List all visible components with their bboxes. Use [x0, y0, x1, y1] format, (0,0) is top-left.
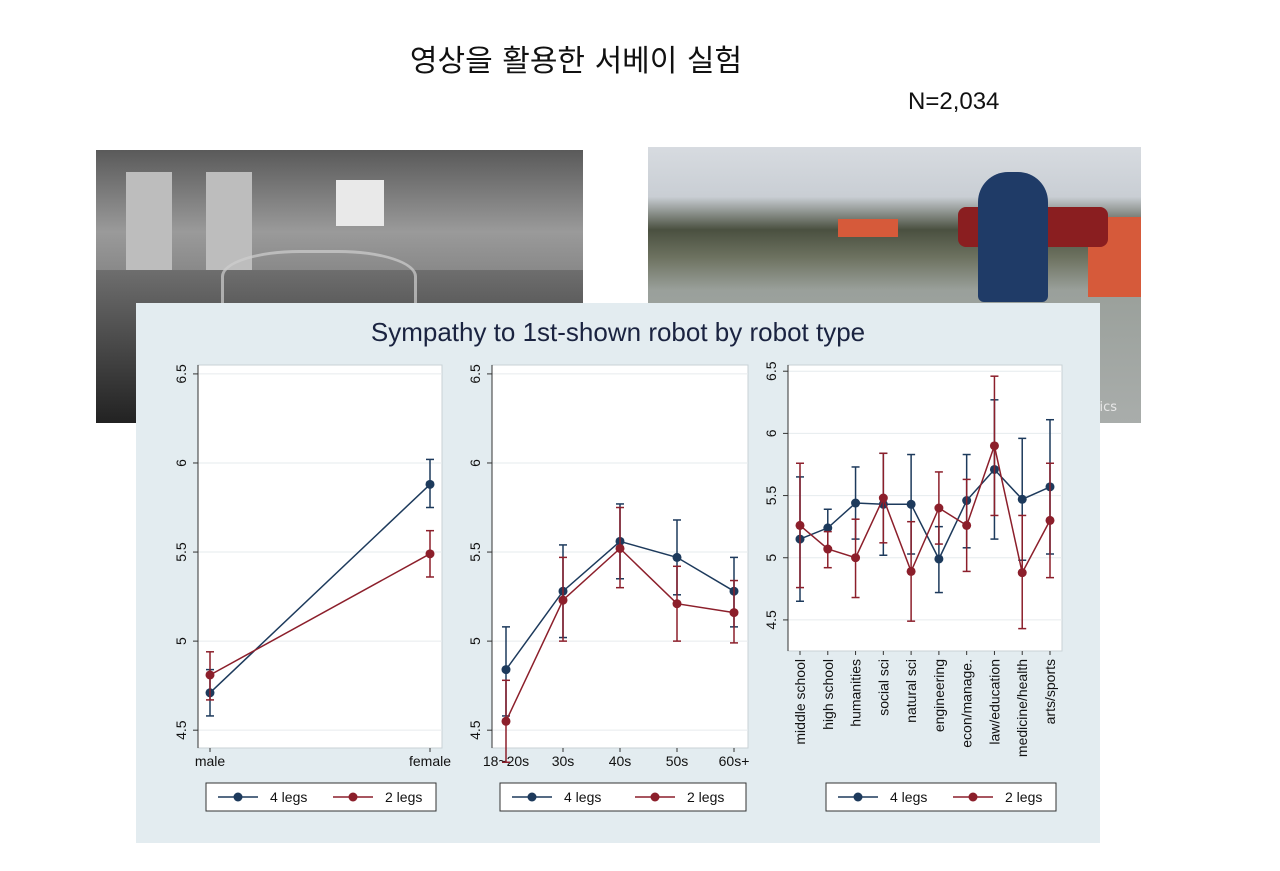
data-point — [989, 441, 999, 451]
x-tick-label: humanities — [848, 659, 864, 727]
y-tick-label: 5 — [763, 554, 779, 562]
plot-area — [197, 364, 443, 749]
x-tick-label: 30s — [552, 753, 575, 769]
legend-marker — [233, 792, 243, 802]
x-tick-label: middle school — [792, 659, 808, 745]
sample-size-label: N=2,034 — [908, 88, 1000, 115]
x-tick-label: 60s+ — [719, 753, 750, 769]
y-tick-label: 5 — [467, 637, 483, 645]
y-tick-label: 4.5 — [763, 610, 779, 630]
series-line — [799, 468, 1051, 561]
data-point — [501, 716, 511, 726]
data-point — [851, 498, 861, 508]
data-point — [823, 544, 833, 554]
lab-door-shape — [126, 172, 172, 280]
data-point — [962, 520, 972, 530]
x-tick-label: medicine/health — [1014, 659, 1030, 757]
y-tick-label: 6 — [467, 459, 483, 467]
series-line — [209, 483, 431, 694]
legend-label: 4 legs — [564, 789, 601, 805]
data-point — [934, 503, 944, 513]
legend-marker — [968, 792, 978, 802]
person-silhouette — [978, 172, 1048, 302]
x-tick-label: natural sci — [903, 659, 919, 723]
series-line — [799, 443, 1051, 575]
legend-label: 4 legs — [890, 789, 927, 805]
chart-title: Sympathy to 1st-shown robot by robot typ… — [370, 317, 866, 347]
legend-marker — [853, 792, 863, 802]
y-tick-label: 6.5 — [173, 364, 189, 384]
data-point — [558, 595, 568, 605]
data-point — [615, 543, 625, 553]
data-point — [1017, 494, 1027, 504]
legend-marker — [650, 792, 660, 802]
legend-label: 2 legs — [1005, 789, 1042, 805]
y-tick-label: 6.5 — [763, 361, 779, 381]
y-tick-label: 5 — [173, 637, 189, 645]
x-tick-label: high school — [820, 659, 836, 730]
y-tick-label: 5.5 — [467, 542, 483, 562]
y-tick-label: 6 — [763, 429, 779, 437]
x-tick-label: arts/sports — [1042, 659, 1058, 724]
data-point — [823, 523, 833, 533]
barrier-shape — [838, 219, 898, 237]
plot-area — [787, 364, 1063, 652]
x-tick-label: law/education — [986, 659, 1002, 745]
data-point — [878, 493, 888, 503]
lab-screen-shape — [336, 180, 384, 226]
x-tick-label: 50s — [666, 753, 689, 769]
legend-label: 2 legs — [687, 789, 724, 805]
data-point — [906, 499, 916, 509]
data-point — [672, 552, 682, 562]
photo-watermark: ics — [1099, 400, 1117, 415]
legend-marker — [348, 792, 358, 802]
data-point — [501, 665, 511, 675]
x-tick-label: female — [409, 753, 451, 769]
chart-panel: Sympathy to 1st-shown robot by robot typ… — [136, 303, 1100, 843]
y-tick-label: 4.5 — [173, 720, 189, 740]
legend-label: 2 legs — [385, 789, 422, 805]
slide-title: 영상을 활용한 서베이 실험 — [409, 44, 743, 79]
data-point — [906, 566, 916, 576]
data-point — [1045, 515, 1055, 525]
x-tick-label: econ/manage. — [959, 659, 975, 748]
x-tick-label: engineering — [931, 659, 947, 732]
y-tick-label: 4.5 — [467, 720, 483, 740]
data-point — [672, 599, 682, 609]
y-tick-label: 6.5 — [467, 364, 483, 384]
x-tick-label: 40s — [609, 753, 632, 769]
data-point — [425, 549, 435, 559]
data-point — [425, 479, 435, 489]
y-tick-label: 5.5 — [173, 542, 189, 562]
data-point — [1017, 568, 1027, 578]
data-point — [934, 554, 944, 564]
legend-marker — [527, 792, 537, 802]
y-tick-label: 5.5 — [763, 486, 779, 506]
x-tick-label: male — [195, 753, 226, 769]
y-tick-label: 6 — [173, 459, 189, 467]
series-line — [209, 553, 431, 676]
data-point — [795, 520, 805, 530]
data-point — [851, 553, 861, 563]
x-tick-label: social sci — [875, 659, 891, 716]
legend-label: 4 legs — [270, 789, 307, 805]
charts-svg: 4.5 5 5.5 6 6.5 male female 4 legs 2 legs 4.5 5 5.5… — [173, 361, 1063, 812]
data-point — [205, 670, 215, 680]
data-point — [729, 608, 739, 618]
